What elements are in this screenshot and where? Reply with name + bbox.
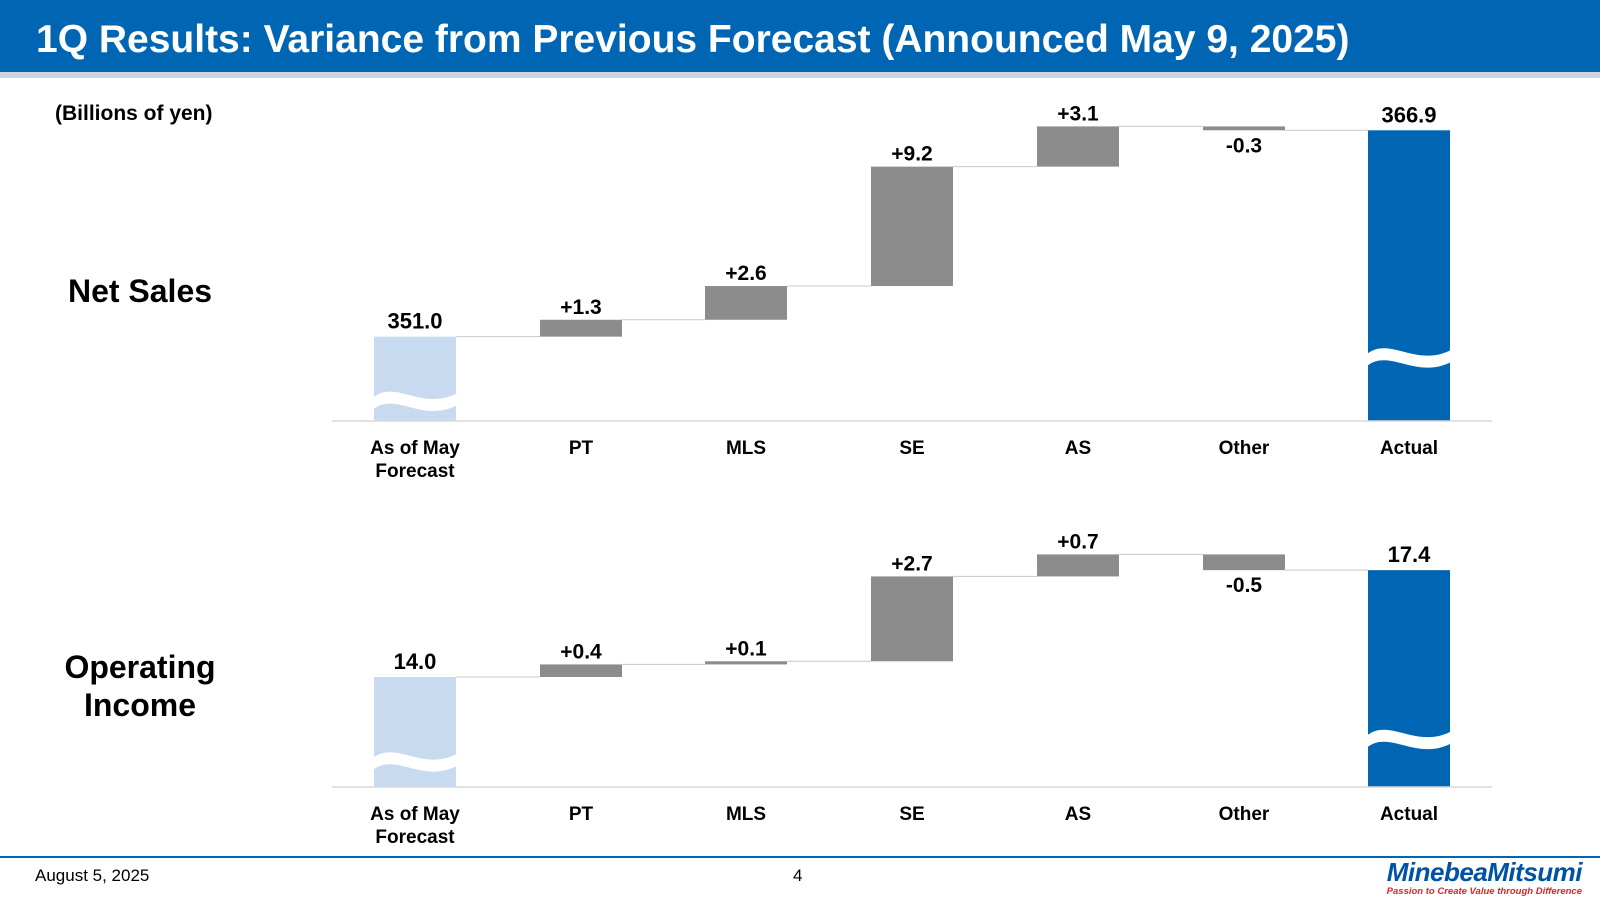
logo-tagline: Passion to Create Value through Differen… [1386,886,1582,897]
row-label-line: Operating [64,649,216,685]
company-logo: MinebeaMitsumi Passion to Create Value t… [1386,857,1583,897]
category-label: As of May [370,804,460,825]
category-label: SE [899,804,924,825]
category-label: Forecast [375,461,455,482]
category-label: MLS [726,804,766,825]
data-label: +3.1 [1057,102,1099,125]
title-underline [0,72,1600,78]
data-label: -0.3 [1226,134,1262,157]
data-label: 17.4 [1388,542,1432,567]
footer-rule [0,856,1600,858]
data-label: +2.6 [725,262,766,285]
logo-wordmark: MinebeaMitsumi [1386,857,1583,887]
category-label: As of May [370,438,460,459]
data-label: +2.7 [891,552,932,575]
delta-bar [1037,126,1119,167]
data-label: 366.9 [1381,102,1436,127]
delta-bar [540,319,622,337]
category-label: PT [569,804,594,825]
delta-bar [705,286,787,320]
category-label: SE [899,438,924,459]
axis-break [1367,348,1451,368]
data-label: +1.3 [560,296,601,319]
data-label: +0.7 [1057,530,1098,553]
actual-bar [1368,130,1450,421]
row-label-line: Net Sales [67,273,213,309]
axis-break [373,391,457,411]
actual-bar [1368,570,1450,787]
row-label-operating-income: Operating Income [40,648,240,724]
footer-date: August 5, 2025 [35,866,150,885]
category-label: AS [1065,438,1091,459]
axis-break [373,752,457,772]
delta-bar [871,166,953,287]
category-label: Actual [1380,438,1438,459]
unit-label: (Billions of yen) [55,102,213,125]
category-label: Actual [1380,804,1438,825]
category-label: MLS [726,438,766,459]
data-label: +0.4 [560,640,602,663]
category-label: Forecast [375,827,455,848]
delta-bar [705,661,787,665]
row-label-net-sales: Net Sales [40,272,240,310]
axis-break [1367,729,1451,750]
data-label: 351.0 [387,309,442,334]
data-label: +0.1 [725,637,767,660]
delta-bar [1203,554,1285,571]
delta-bar [1037,554,1119,577]
page-title: 1Q Results: Variance from Previous Forec… [36,18,1350,61]
data-label: -0.5 [1226,574,1263,597]
category-label: PT [569,438,594,459]
data-label: +9.2 [891,143,932,166]
row-label-line: Income [83,687,197,723]
page-number: 4 [793,866,803,885]
category-label: Other [1219,804,1270,825]
delta-bar [871,576,953,662]
chart-0: 351.0 +1.3 +2.6 +9.2 +3.1 -0.3 366.9 As of MayF… [332,102,1492,482]
category-label: Other [1219,438,1270,459]
title-bar: 1Q Results: Variance from Previous Forec… [0,0,1600,72]
category-label: AS [1065,804,1091,825]
chart-1: 14.0 +0.4 +0.1 +2.7 +0.7 -0.5 17.4 As of MayFor… [332,530,1492,848]
delta-bar [540,664,622,677]
data-label: 14.0 [394,649,437,674]
delta-bar [1203,126,1285,131]
